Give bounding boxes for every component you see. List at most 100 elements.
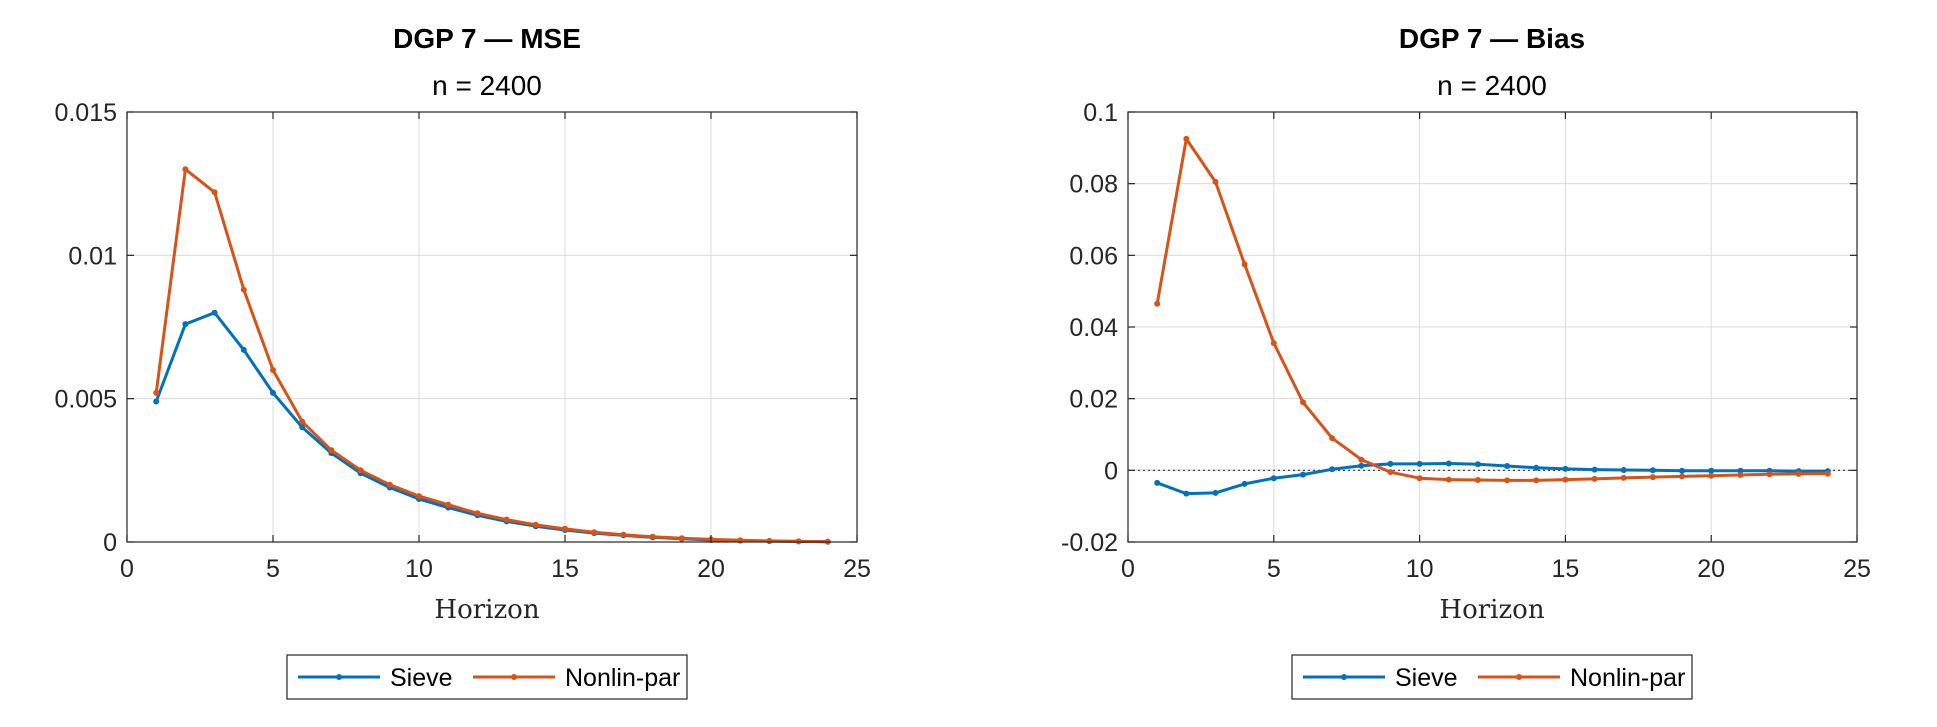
data-point-sieve <box>1183 490 1190 497</box>
y-tick-label: 0.08 <box>1069 171 1118 199</box>
series-line-sieve <box>1156 462 1828 496</box>
x-tick-label: 0 <box>120 555 134 583</box>
data-point-sieve <box>1533 464 1540 471</box>
data-point-nonlin-par <box>1241 261 1248 268</box>
data-point-nonlin-par <box>328 447 335 454</box>
y-tick-label: 0.005 <box>54 386 117 414</box>
axes-box <box>126 111 858 543</box>
x-axis-label: Horizon <box>434 595 539 625</box>
data-point-nonlin-par <box>1416 475 1423 482</box>
data-point-nonlin-par <box>445 501 452 508</box>
data-point-nonlin-par <box>562 525 568 532</box>
data-point-nonlin-par <box>182 166 189 173</box>
y-tick-label: 0.01 <box>68 242 117 270</box>
data-point-nonlin-par <box>1300 399 1306 406</box>
data-point-nonlin-par <box>1824 470 1831 477</box>
data-point-nonlin-par <box>153 389 160 396</box>
data-point-nonlin-par <box>620 531 627 538</box>
legend-marker-sieve <box>336 674 342 680</box>
data-point-nonlin-par <box>1329 435 1336 442</box>
data-point-nonlin-par <box>270 367 276 373</box>
data-point-nonlin-par <box>1620 474 1627 481</box>
data-point-sieve <box>1154 479 1161 486</box>
chart-subtitle: n = 2400 <box>432 70 542 101</box>
data-point-nonlin-par <box>1708 472 1715 479</box>
legend-marker-nonlin-par <box>511 674 517 680</box>
data-point-nonlin-par <box>1649 474 1656 481</box>
data-point-sieve <box>211 309 218 316</box>
data-point-nonlin-par <box>649 533 656 540</box>
data-point-sieve <box>153 398 160 405</box>
data-point-sieve <box>1387 460 1394 467</box>
data-point-nonlin-par <box>299 418 306 425</box>
chart-panel-bias: DGP 7 — Bias n = 2400 0 5 10 15 20 25-0.0200.… <box>1061 23 1871 700</box>
data-point-nonlin-par <box>591 529 598 536</box>
data-point-sieve <box>1241 480 1248 487</box>
data-point-sieve <box>1329 466 1336 473</box>
data-point-nonlin-par <box>1795 470 1802 477</box>
data-point-sieve <box>1591 466 1598 473</box>
data-point-sieve <box>1416 460 1423 467</box>
chart-panel-mse: DGP 7 — MSE n = 2400 0 5 10 15 20 25 0 0.005 0.0… <box>54 23 871 700</box>
legend-label-nonlin-par: Nonlin-par <box>565 664 680 692</box>
data-point-nonlin-par <box>1737 472 1744 478</box>
legend-label-sieve: Sieve <box>390 664 453 692</box>
data-point-sieve <box>1445 460 1452 467</box>
legend: Sieve Nonlin-par <box>286 654 688 700</box>
y-tick-label: 0 <box>1104 457 1118 485</box>
series-line-nonlin-par <box>1155 137 1828 482</box>
y-tick-label: 0 <box>103 529 117 557</box>
data-point-sieve <box>270 389 276 396</box>
series-lines <box>153 166 831 545</box>
data-point-sieve <box>182 321 189 328</box>
data-point-nonlin-par <box>1591 475 1598 482</box>
chart-title: DGP 7 — Bias <box>1399 23 1585 54</box>
chart-subtitle: n = 2400 <box>1437 70 1547 101</box>
data-point-sieve <box>240 346 247 353</box>
data-point-sieve <box>1679 467 1685 474</box>
data-point-nonlin-par <box>1533 477 1540 484</box>
x-tick-label: 15 <box>551 555 579 583</box>
data-point-sieve <box>1358 462 1365 469</box>
chart-title: DGP 7 — MSE <box>393 23 581 54</box>
x-tick-label: 5 <box>266 555 280 583</box>
x-axis-label: Horizon <box>1439 595 1544 625</box>
data-point-nonlin-par <box>1445 476 1452 483</box>
data-point-nonlin-par <box>503 516 510 523</box>
data-point-nonlin-par <box>1183 135 1190 142</box>
data-point-nonlin-par <box>1270 340 1277 347</box>
data-point-sieve <box>1620 467 1627 473</box>
legend-marker-nonlin-par <box>1516 674 1522 680</box>
data-point-nonlin-par <box>1766 471 1773 478</box>
legend-label-nonlin-par: Nonlin-par <box>1570 664 1685 692</box>
x-tick-label: 20 <box>1697 555 1725 583</box>
data-point-nonlin-par <box>1387 469 1394 476</box>
data-point-sieve <box>299 424 306 431</box>
y-tick-label: 0.04 <box>1069 314 1118 342</box>
series-lines <box>1154 135 1831 497</box>
data-point-nonlin-par <box>357 467 364 474</box>
data-point-sieve <box>1562 465 1569 472</box>
data-point-nonlin-par <box>240 286 247 293</box>
x-tick-label: 15 <box>1551 555 1579 583</box>
x-tick-label: 25 <box>1843 555 1871 583</box>
data-point-nonlin-par <box>416 493 422 500</box>
data-point-nonlin-par <box>1562 476 1569 483</box>
data-point-sieve <box>1504 463 1511 469</box>
data-point-nonlin-par <box>386 481 393 488</box>
y-tick-label: 0.015 <box>54 99 117 127</box>
data-point-sieve <box>1270 475 1277 482</box>
y-tick-label: -0.02 <box>1061 529 1118 557</box>
legend-label-sieve: Sieve <box>1395 664 1458 692</box>
y-tick-label: 0.06 <box>1069 242 1118 270</box>
data-point-nonlin-par <box>1154 300 1161 307</box>
data-point-nonlin-par <box>1212 178 1219 185</box>
data-point-nonlin-par <box>1474 477 1481 483</box>
data-point-sieve <box>1737 467 1744 474</box>
grid <box>127 112 857 542</box>
data-point-nonlin-par <box>1358 456 1365 463</box>
x-tick-label: 10 <box>405 555 433 583</box>
legend-marker-sieve <box>1341 674 1347 680</box>
